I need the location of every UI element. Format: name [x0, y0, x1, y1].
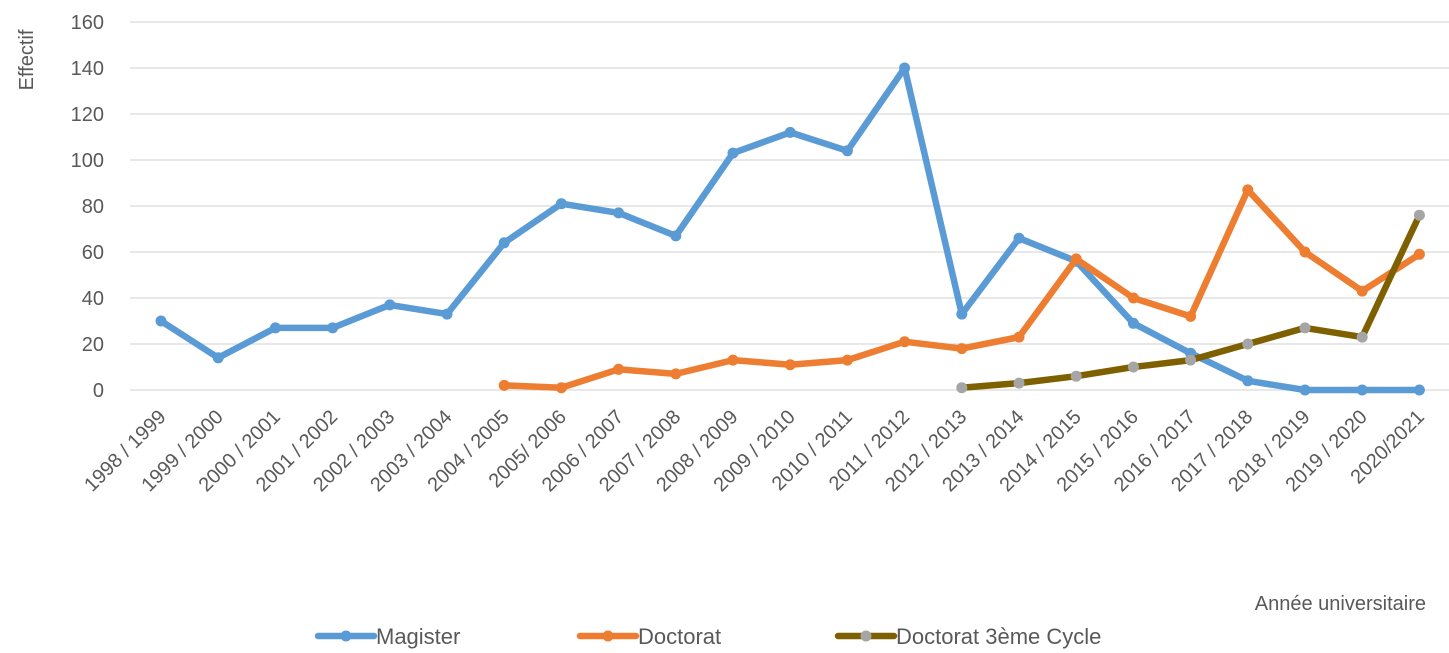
- data-point: [841, 354, 853, 366]
- data-point: [1242, 184, 1254, 196]
- data-point: [1242, 338, 1254, 350]
- data-point: [956, 308, 968, 320]
- legend: Magister Doctorat Doctorat 3ème Cycle: [314, 624, 1101, 649]
- legend-swatch-marker: [860, 630, 872, 642]
- data-point: [155, 315, 167, 327]
- data-point: [1299, 322, 1311, 334]
- data-point: [1356, 331, 1368, 343]
- data-point: [899, 336, 911, 348]
- y-tick-label: 100: [71, 150, 104, 172]
- data-point: [1185, 354, 1197, 366]
- data-point: [327, 322, 339, 334]
- data-point: [1013, 232, 1025, 244]
- gridlines: [130, 21, 1449, 391]
- y-tick-label: 0: [93, 380, 104, 402]
- y-axis-title: Effectif: [16, 29, 38, 90]
- data-point: [1013, 331, 1025, 343]
- series-lines: [155, 62, 1425, 396]
- data-point: [555, 382, 567, 394]
- legend-item: Magister: [314, 624, 460, 649]
- data-point: [1299, 384, 1311, 396]
- series-doctorat-3-me-cycle: [956, 209, 1425, 394]
- series-doctorat: [498, 184, 1425, 394]
- data-point: [899, 62, 911, 74]
- data-point: [727, 354, 739, 366]
- data-point: [784, 359, 796, 371]
- y-tick-label: 140: [71, 58, 104, 80]
- data-point: [441, 308, 453, 320]
- data-point: [555, 198, 567, 210]
- data-point: [1413, 209, 1425, 221]
- data-point: [1356, 384, 1368, 396]
- legend-label: Magister: [376, 624, 460, 649]
- x-axis-title: Année universitaire: [1255, 593, 1426, 615]
- y-tick-label: 60: [82, 242, 104, 264]
- data-point: [384, 299, 396, 311]
- data-point: [670, 230, 682, 242]
- data-point: [269, 322, 281, 334]
- y-tick-label: 120: [71, 104, 104, 126]
- data-point: [613, 207, 625, 219]
- y-tick-label: 20: [82, 334, 104, 356]
- y-axis-ticks: 0 20 40 60 80 100 120 140 160: [71, 12, 104, 402]
- data-point: [498, 379, 510, 391]
- data-point: [1013, 377, 1025, 389]
- data-point: [613, 363, 625, 375]
- legend-item: Doctorat: [576, 624, 721, 649]
- data-point: [670, 368, 682, 380]
- data-point: [1185, 310, 1197, 322]
- data-point: [784, 126, 796, 138]
- y-tick-label: 80: [82, 196, 104, 218]
- y-tick-label: 40: [82, 288, 104, 310]
- data-point: [1299, 246, 1311, 258]
- data-point: [956, 343, 968, 355]
- data-point: [212, 352, 224, 364]
- data-point: [956, 382, 968, 394]
- data-point: [1413, 248, 1425, 260]
- data-point: [1127, 317, 1139, 329]
- data-point: [1356, 285, 1368, 297]
- data-point: [1127, 292, 1139, 304]
- legend-swatch-marker: [602, 630, 614, 642]
- series-magister: [155, 62, 1425, 396]
- data-point: [1413, 384, 1425, 396]
- data-point: [1070, 370, 1082, 382]
- legend-swatch-marker: [340, 630, 352, 642]
- data-point: [1127, 361, 1139, 373]
- y-tick-label: 160: [71, 12, 104, 34]
- legend-label: Doctorat 3ème Cycle: [896, 624, 1101, 649]
- data-point: [1242, 375, 1254, 387]
- data-point: [498, 237, 510, 249]
- data-point: [841, 145, 853, 157]
- data-point: [1070, 253, 1082, 265]
- data-point: [727, 147, 739, 159]
- legend-item: Doctorat 3ème Cycle: [834, 624, 1101, 649]
- legend-label: Doctorat: [638, 624, 721, 649]
